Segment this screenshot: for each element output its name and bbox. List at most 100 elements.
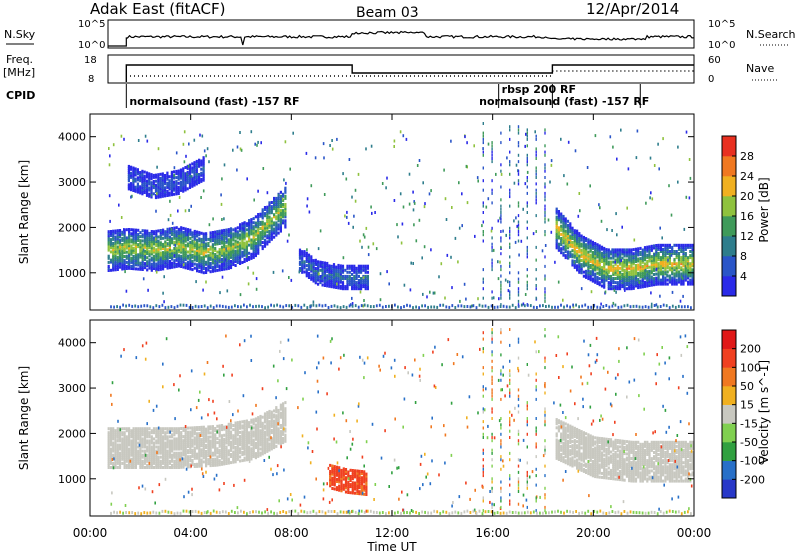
heatmap-cell bbox=[112, 229, 115, 233]
heatmap-cell bbox=[680, 280, 683, 284]
heatmap-cell bbox=[196, 267, 199, 271]
heatmap-cell bbox=[171, 239, 174, 243]
heatmap-cell bbox=[353, 277, 356, 280]
heatmap-cell bbox=[177, 459, 180, 463]
noise-tick-right-top: 10^5 bbox=[708, 19, 735, 30]
heatmap-cell bbox=[638, 281, 640, 284]
heatmap-cell bbox=[517, 201, 520, 205]
heatmap-cell bbox=[148, 238, 151, 241]
heatmap-cell bbox=[186, 228, 190, 232]
heatmap-cell bbox=[513, 181, 516, 185]
heatmap-cell bbox=[112, 441, 115, 445]
heatmap-cell bbox=[168, 264, 171, 268]
heatmap-cell bbox=[580, 267, 583, 271]
heatmap-cell bbox=[639, 267, 642, 271]
heatmap-cell bbox=[241, 426, 244, 430]
heatmap-cell bbox=[202, 164, 205, 168]
heatmap-cell bbox=[118, 459, 122, 463]
heatmap-cell bbox=[268, 201, 271, 205]
heatmap-cell bbox=[130, 445, 133, 449]
heatmap-cell bbox=[154, 173, 158, 177]
heatmap-cell bbox=[619, 248, 622, 252]
heatmap-cell bbox=[109, 451, 113, 455]
heatmap-cell bbox=[614, 268, 617, 272]
heatmap-cell bbox=[433, 291, 436, 295]
heatmap-cell bbox=[632, 282, 635, 286]
heatmap-cell bbox=[687, 305, 689, 309]
heatmap-cell bbox=[507, 289, 510, 293]
heatmap-cell bbox=[243, 438, 246, 442]
heatmap-cell bbox=[139, 441, 142, 445]
heatmap-cell bbox=[220, 253, 224, 257]
heatmap-cell bbox=[555, 240, 558, 244]
heatmap-cell bbox=[482, 137, 484, 141]
heatmap-cell bbox=[180, 244, 183, 248]
heatmap-cell bbox=[239, 437, 242, 441]
heatmap-cell bbox=[132, 461, 135, 465]
heatmap-cell bbox=[330, 265, 332, 269]
heatmap-cell bbox=[657, 262, 660, 266]
heatmap-cell bbox=[159, 243, 162, 247]
heatmap-cell bbox=[182, 441, 185, 445]
heatmap-cell bbox=[339, 280, 342, 284]
heatmap-cell bbox=[161, 192, 164, 196]
heatmap-cell bbox=[314, 281, 317, 285]
heatmap-cell bbox=[671, 245, 674, 249]
heatmap-cell bbox=[150, 232, 153, 236]
heatmap-cell bbox=[143, 243, 147, 247]
heatmap-cell bbox=[121, 443, 124, 447]
heatmap-cell bbox=[336, 305, 339, 309]
heatmap-cell bbox=[232, 242, 235, 246]
heatmap-cell bbox=[648, 249, 651, 253]
heatmap-cell bbox=[630, 279, 633, 282]
heatmap-cell bbox=[232, 428, 235, 432]
heatmap-cell bbox=[147, 288, 149, 292]
heatmap-cell bbox=[226, 238, 228, 242]
heatmap-cell bbox=[646, 272, 649, 276]
heatmap-cell bbox=[127, 187, 130, 191]
heatmap-cell bbox=[573, 249, 576, 253]
heatmap-cell bbox=[150, 256, 153, 260]
heatmap-cell bbox=[239, 262, 242, 265]
heatmap-cell bbox=[668, 276, 671, 280]
heatmap-cell bbox=[177, 441, 180, 445]
heatmap-cell bbox=[185, 303, 188, 307]
heatmap-cell bbox=[616, 285, 619, 289]
heatmap-cell bbox=[261, 212, 264, 216]
heatmap-cell bbox=[625, 248, 628, 252]
heatmap-cell bbox=[136, 182, 139, 186]
heatmap-cell bbox=[623, 260, 626, 264]
heatmap-cell bbox=[614, 272, 617, 276]
heatmap-cell bbox=[509, 226, 511, 230]
heatmap-cell bbox=[596, 243, 599, 247]
heatmap-cell bbox=[273, 207, 276, 211]
heatmap-cell bbox=[189, 255, 192, 259]
heatmap-cell bbox=[339, 268, 342, 272]
colorbar-tick-label: 28 bbox=[740, 150, 754, 163]
heatmap-cell bbox=[606, 228, 608, 232]
heatmap-cell bbox=[482, 204, 484, 208]
heatmap-cell bbox=[218, 455, 221, 458]
heatmap-cell bbox=[589, 184, 591, 188]
heatmap-cell bbox=[632, 276, 635, 280]
heatmap-cell bbox=[664, 262, 667, 266]
heatmap-cell bbox=[139, 187, 142, 191]
heatmap-cell bbox=[323, 271, 326, 275]
heatmap-cell bbox=[346, 279, 349, 282]
heatmap-cell bbox=[188, 142, 190, 146]
heatmap-cell bbox=[248, 255, 251, 259]
heatmap-cell bbox=[526, 274, 528, 278]
heatmap-cell bbox=[161, 184, 164, 188]
heatmap-cell bbox=[603, 275, 606, 279]
heatmap-cell bbox=[164, 447, 167, 451]
heatmap-cell bbox=[560, 243, 563, 247]
heatmap-cell bbox=[229, 233, 233, 237]
heatmap-cell bbox=[198, 462, 201, 466]
heatmap-cell bbox=[202, 174, 205, 178]
heatmap-cell bbox=[323, 193, 326, 196]
heatmap-cell bbox=[625, 287, 628, 291]
heatmap-cell bbox=[243, 223, 246, 227]
heatmap-cell bbox=[137, 234, 140, 238]
heatmap-cell bbox=[259, 231, 262, 235]
